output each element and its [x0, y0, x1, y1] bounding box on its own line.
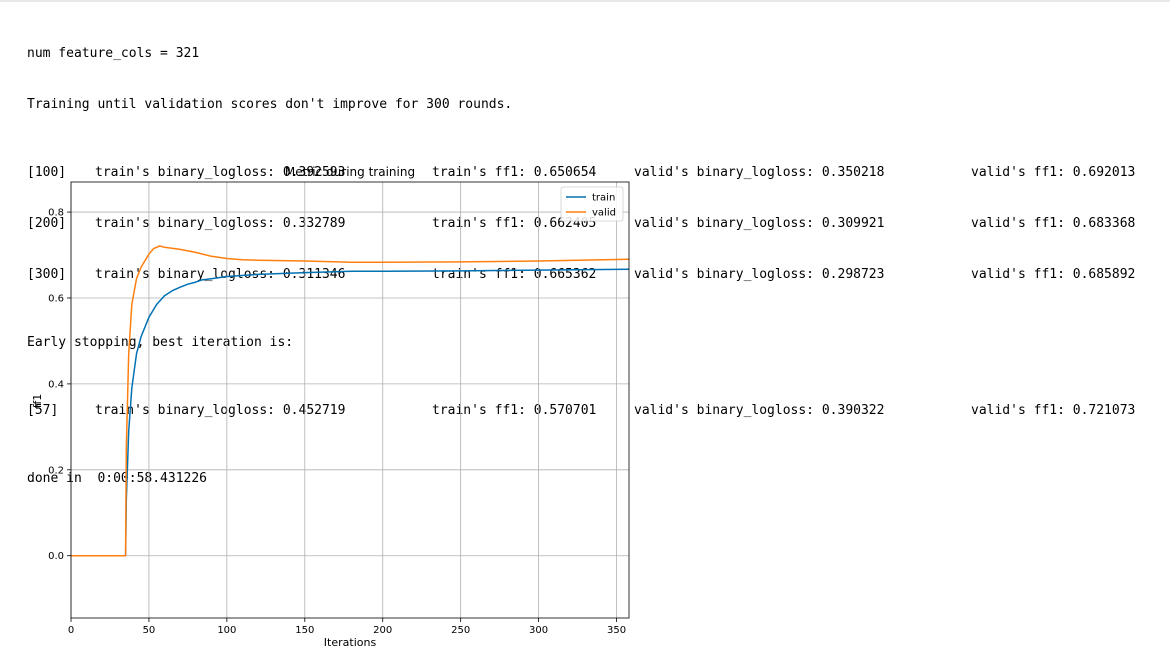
log-row: [200] train's binary_logloss: 0.332789 t… — [27, 215, 1167, 232]
chart-ticks: 0 50 100 150 200 250 300 350 0.0 0.2 0.4 0.6 0.8 — [48, 208, 626, 636]
log-valid-ff1: valid's ff1: 0.692013 — [971, 165, 1136, 180]
series-line-train — [71, 268, 630, 557]
log-train-ff1: train's ff1: 0.570701 — [432, 403, 597, 418]
log-train-ff1: train's ff1: 0.650654 — [432, 165, 597, 180]
x-tick-label: 300 — [529, 625, 548, 636]
legend-label-valid: valid — [592, 208, 616, 219]
x-axis-label: Iterations — [324, 636, 377, 649]
log-valid-ff1: valid's ff1: 0.721073 — [971, 403, 1136, 418]
y-tick-label: 0.2 — [48, 465, 64, 476]
plot-frame — [70, 181, 630, 619]
log-iteration: [300] — [27, 267, 67, 282]
log-row: [300] train's binary_logloss: 0.311346 t… — [27, 266, 1167, 283]
log-valid-logloss: valid's binary_logloss: 0.390322 — [634, 403, 885, 418]
log-iteration: [57] — [27, 403, 59, 418]
log-header-line: num feature_cols = 321 — [27, 46, 200, 61]
x-tick-label: 0 — [68, 625, 74, 636]
legend-label-train: train — [592, 193, 615, 204]
y-tick-label: 0.6 — [48, 293, 64, 304]
x-tick-label: 100 — [217, 625, 236, 636]
y-tick-label: 0.0 — [48, 551, 64, 562]
chart-legend: train valid — [560, 186, 624, 222]
log-iteration: [100] — [27, 165, 67, 180]
y-tick-label: 0.4 — [48, 379, 64, 390]
log-train-logloss: train's binary_logloss: 0.452719 — [95, 403, 346, 418]
training-log: num feature_cols = 321 Training until va… — [27, 11, 1167, 521]
log-valid-logloss: valid's binary_logloss: 0.298723 — [634, 267, 885, 282]
chart-series — [71, 245, 630, 557]
x-tick-label: 250 — [451, 625, 470, 636]
log-iteration: [200] — [27, 216, 67, 231]
log-valid-logloss: valid's binary_logloss: 0.309921 — [634, 216, 885, 231]
y-tick-label: 0.8 — [48, 208, 64, 219]
log-valid-ff1: valid's ff1: 0.685892 — [971, 267, 1136, 282]
log-row: [100] train's binary_logloss: 0.392593 t… — [27, 164, 1167, 181]
cell-border — [0, 0, 1170, 2]
y-axis-label: ff1 — [31, 394, 44, 409]
chart-grid — [70, 182, 629, 618]
log-valid-logloss: valid's binary_logloss: 0.350218 — [634, 165, 885, 180]
best-iteration-row: [57] train's binary_logloss: 0.452719 tr… — [27, 402, 1167, 419]
log-header-line: Training until validation scores don't i… — [27, 97, 513, 112]
x-tick-label: 200 — [373, 625, 392, 636]
log-valid-ff1: valid's ff1: 0.683368 — [971, 216, 1136, 231]
chart-title: Metric during training — [285, 165, 415, 179]
log-train-logloss: train's binary_logloss: 0.392593 — [95, 165, 346, 180]
x-tick-label: 350 — [607, 625, 626, 636]
done-line: done in 0:00:58.431226 — [27, 471, 208, 486]
metric-chart: Metric during training 0 50 100 150 200 250 30… — [31, 165, 630, 649]
x-tick-label: 150 — [295, 625, 314, 636]
series-line-valid — [71, 245, 630, 557]
x-tick-label: 50 — [143, 625, 156, 636]
log-train-logloss: train's binary_logloss: 0.332789 — [95, 216, 346, 231]
